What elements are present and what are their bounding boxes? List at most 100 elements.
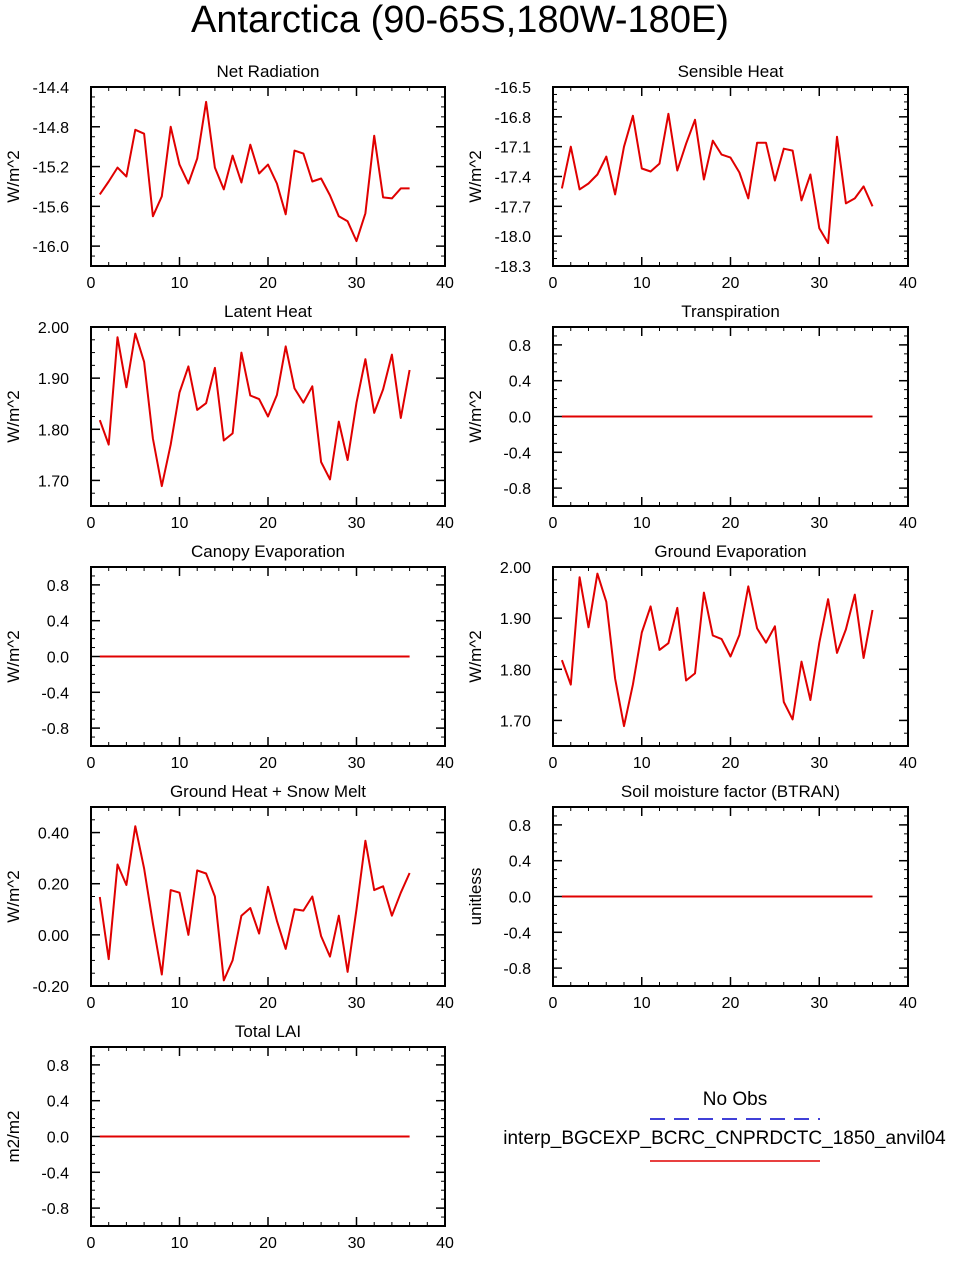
panel-title: Ground Heat + Snow Melt [170,782,366,801]
y-tick-label: 2.00 [500,560,531,577]
legend-case-label: interp_BGCEXP_BCRC_CNPRDCTC_1850_anvil04 [503,1128,946,1149]
x-tick-label: 20 [722,515,740,532]
y-axis-label: W/m^2 [4,870,23,922]
y-tick-label: -16.5 [495,80,532,97]
x-tick-label: 10 [171,1235,189,1252]
y-tick-label: -14.4 [33,80,70,97]
y-tick-label: 0.0 [47,650,69,667]
y-tick-label: -18.0 [495,229,532,246]
y-tick-label: 0.8 [509,818,531,835]
chart-panel-7: Ground Heat + Snow Melt W/m^2 0 10 20 30 40 0.4… [4,782,454,1012]
x-tick-label: 40 [899,275,917,292]
x-tick-label: 0 [549,515,558,532]
panel-title: Sensible Heat [678,62,784,81]
x-tick-label: 20 [722,995,740,1012]
chart-panel-5: Canopy Evaporation W/m^2 0 10 20 30 40 0.8 0.4 0.… [4,542,454,772]
x-tick-label: 40 [899,755,917,772]
y-tick-label: 0.0 [509,410,531,427]
plot-frame [90,86,446,267]
x-tick-label: 20 [259,1235,277,1252]
y-tick-label: 0.40 [38,826,69,843]
x-tick-label: 40 [899,515,917,532]
y-tick-label: 0.8 [47,1058,69,1075]
y-tick-label: -15.6 [33,199,70,216]
x-tick-label: 30 [810,515,828,532]
y-tick-label: -17.7 [495,199,532,216]
y-tick-label: 1.70 [38,473,69,490]
x-tick-label: 30 [348,275,366,292]
series-line [560,112,874,245]
y-axis-label: W/m^2 [4,390,23,442]
x-tick-label: 40 [436,515,454,532]
x-tick-label: 20 [259,995,277,1012]
x-tick-label: 30 [810,755,828,772]
y-axis-label: W/m^2 [4,150,23,202]
chart-panel-4: Transpiration W/m^2 0 10 20 30 40 0.8 0.4 0.0 -0.4… [466,302,917,532]
y-axis-label: W/m^2 [466,390,485,442]
x-tick-label: 20 [722,275,740,292]
chart-panel-1: Net Radiation W/m^2 0 10 20 30 40 -14.4 -14.8 -15… [4,62,454,292]
panel-title: Ground Evaporation [654,542,806,561]
chart-panel-2: Sensible Heat W/m^2 0 10 20 30 40 -16.5 -16.8 -17… [466,62,917,292]
y-tick-label: 0.8 [509,338,531,355]
y-axis-label: W/m^2 [466,150,485,202]
x-tick-label: 10 [171,755,189,772]
y-tick-label: 1.90 [38,371,69,388]
y-tick-label: -14.8 [33,120,70,137]
x-tick-label: 20 [259,275,277,292]
y-tick-label: -0.8 [41,721,69,738]
chart-panel-9: Total LAI m2/m2 0 10 20 30 40 0.8 0.4 0.0 -0.4 -0.8 [4,1022,454,1252]
y-axis-label: W/m^2 [466,630,485,682]
y-tick-label: 1.80 [500,662,531,679]
chart-panel-8: Soil moisture factor (BTRAN) unitless 0 10 2… [466,782,917,1012]
x-tick-label: 10 [171,995,189,1012]
x-tick-label: 0 [87,515,96,532]
y-tick-label: -0.20 [33,979,70,996]
y-tick-label: -17.1 [495,140,532,157]
x-tick-label: 30 [348,995,366,1012]
y-tick-label: -15.2 [33,160,70,177]
x-tick-label: 30 [348,515,366,532]
y-tick-label: -0.8 [503,481,531,498]
y-tick-label: -0.4 [503,925,531,942]
series-line [98,100,410,243]
y-tick-label: -0.4 [41,685,69,702]
x-tick-label: 10 [633,275,651,292]
x-tick-label: 20 [722,755,740,772]
y-axis-label: W/m^2 [4,630,23,682]
plot-frame [552,86,909,267]
y-axis-label: m2/m2 [4,1111,23,1163]
y-tick-label: -17.4 [495,170,532,187]
x-tick-label: 0 [87,275,96,292]
y-tick-label: 0.4 [509,854,531,871]
x-tick-label: 10 [171,275,189,292]
x-tick-label: 40 [436,1235,454,1252]
y-tick-label: 2.00 [38,320,69,337]
x-tick-label: 30 [810,995,828,1012]
panel-title: Canopy Evaporation [191,542,345,561]
x-tick-label: 10 [633,515,651,532]
y-tick-label: 0.4 [509,374,531,391]
figure-title: Antarctica (90-65S,180W-180E) [191,0,729,41]
panel-title: Latent Heat [224,302,312,321]
panel-title: Transpiration [681,302,780,321]
x-tick-label: 30 [810,275,828,292]
y-tick-label: 0.0 [47,1130,69,1147]
x-tick-label: 40 [899,995,917,1012]
y-tick-label: -0.8 [503,961,531,978]
x-tick-label: 40 [436,995,454,1012]
chart-panel-6: Ground Evaporation W/m^2 0 10 20 30 40 2.00 1.90… [466,542,917,772]
x-tick-label: 0 [87,755,96,772]
x-tick-label: 0 [87,995,96,1012]
x-tick-label: 10 [171,515,189,532]
x-tick-label: 0 [549,995,558,1012]
x-tick-label: 10 [633,995,651,1012]
x-tick-label: 0 [87,1235,96,1252]
x-tick-label: 0 [549,755,558,772]
panel-title: Net Radiation [216,62,319,81]
legend-obs-label: No Obs [702,1089,768,1110]
y-tick-label: 1.70 [500,713,531,730]
y-tick-label: 0.0 [509,890,531,907]
x-tick-label: 30 [348,1235,366,1252]
